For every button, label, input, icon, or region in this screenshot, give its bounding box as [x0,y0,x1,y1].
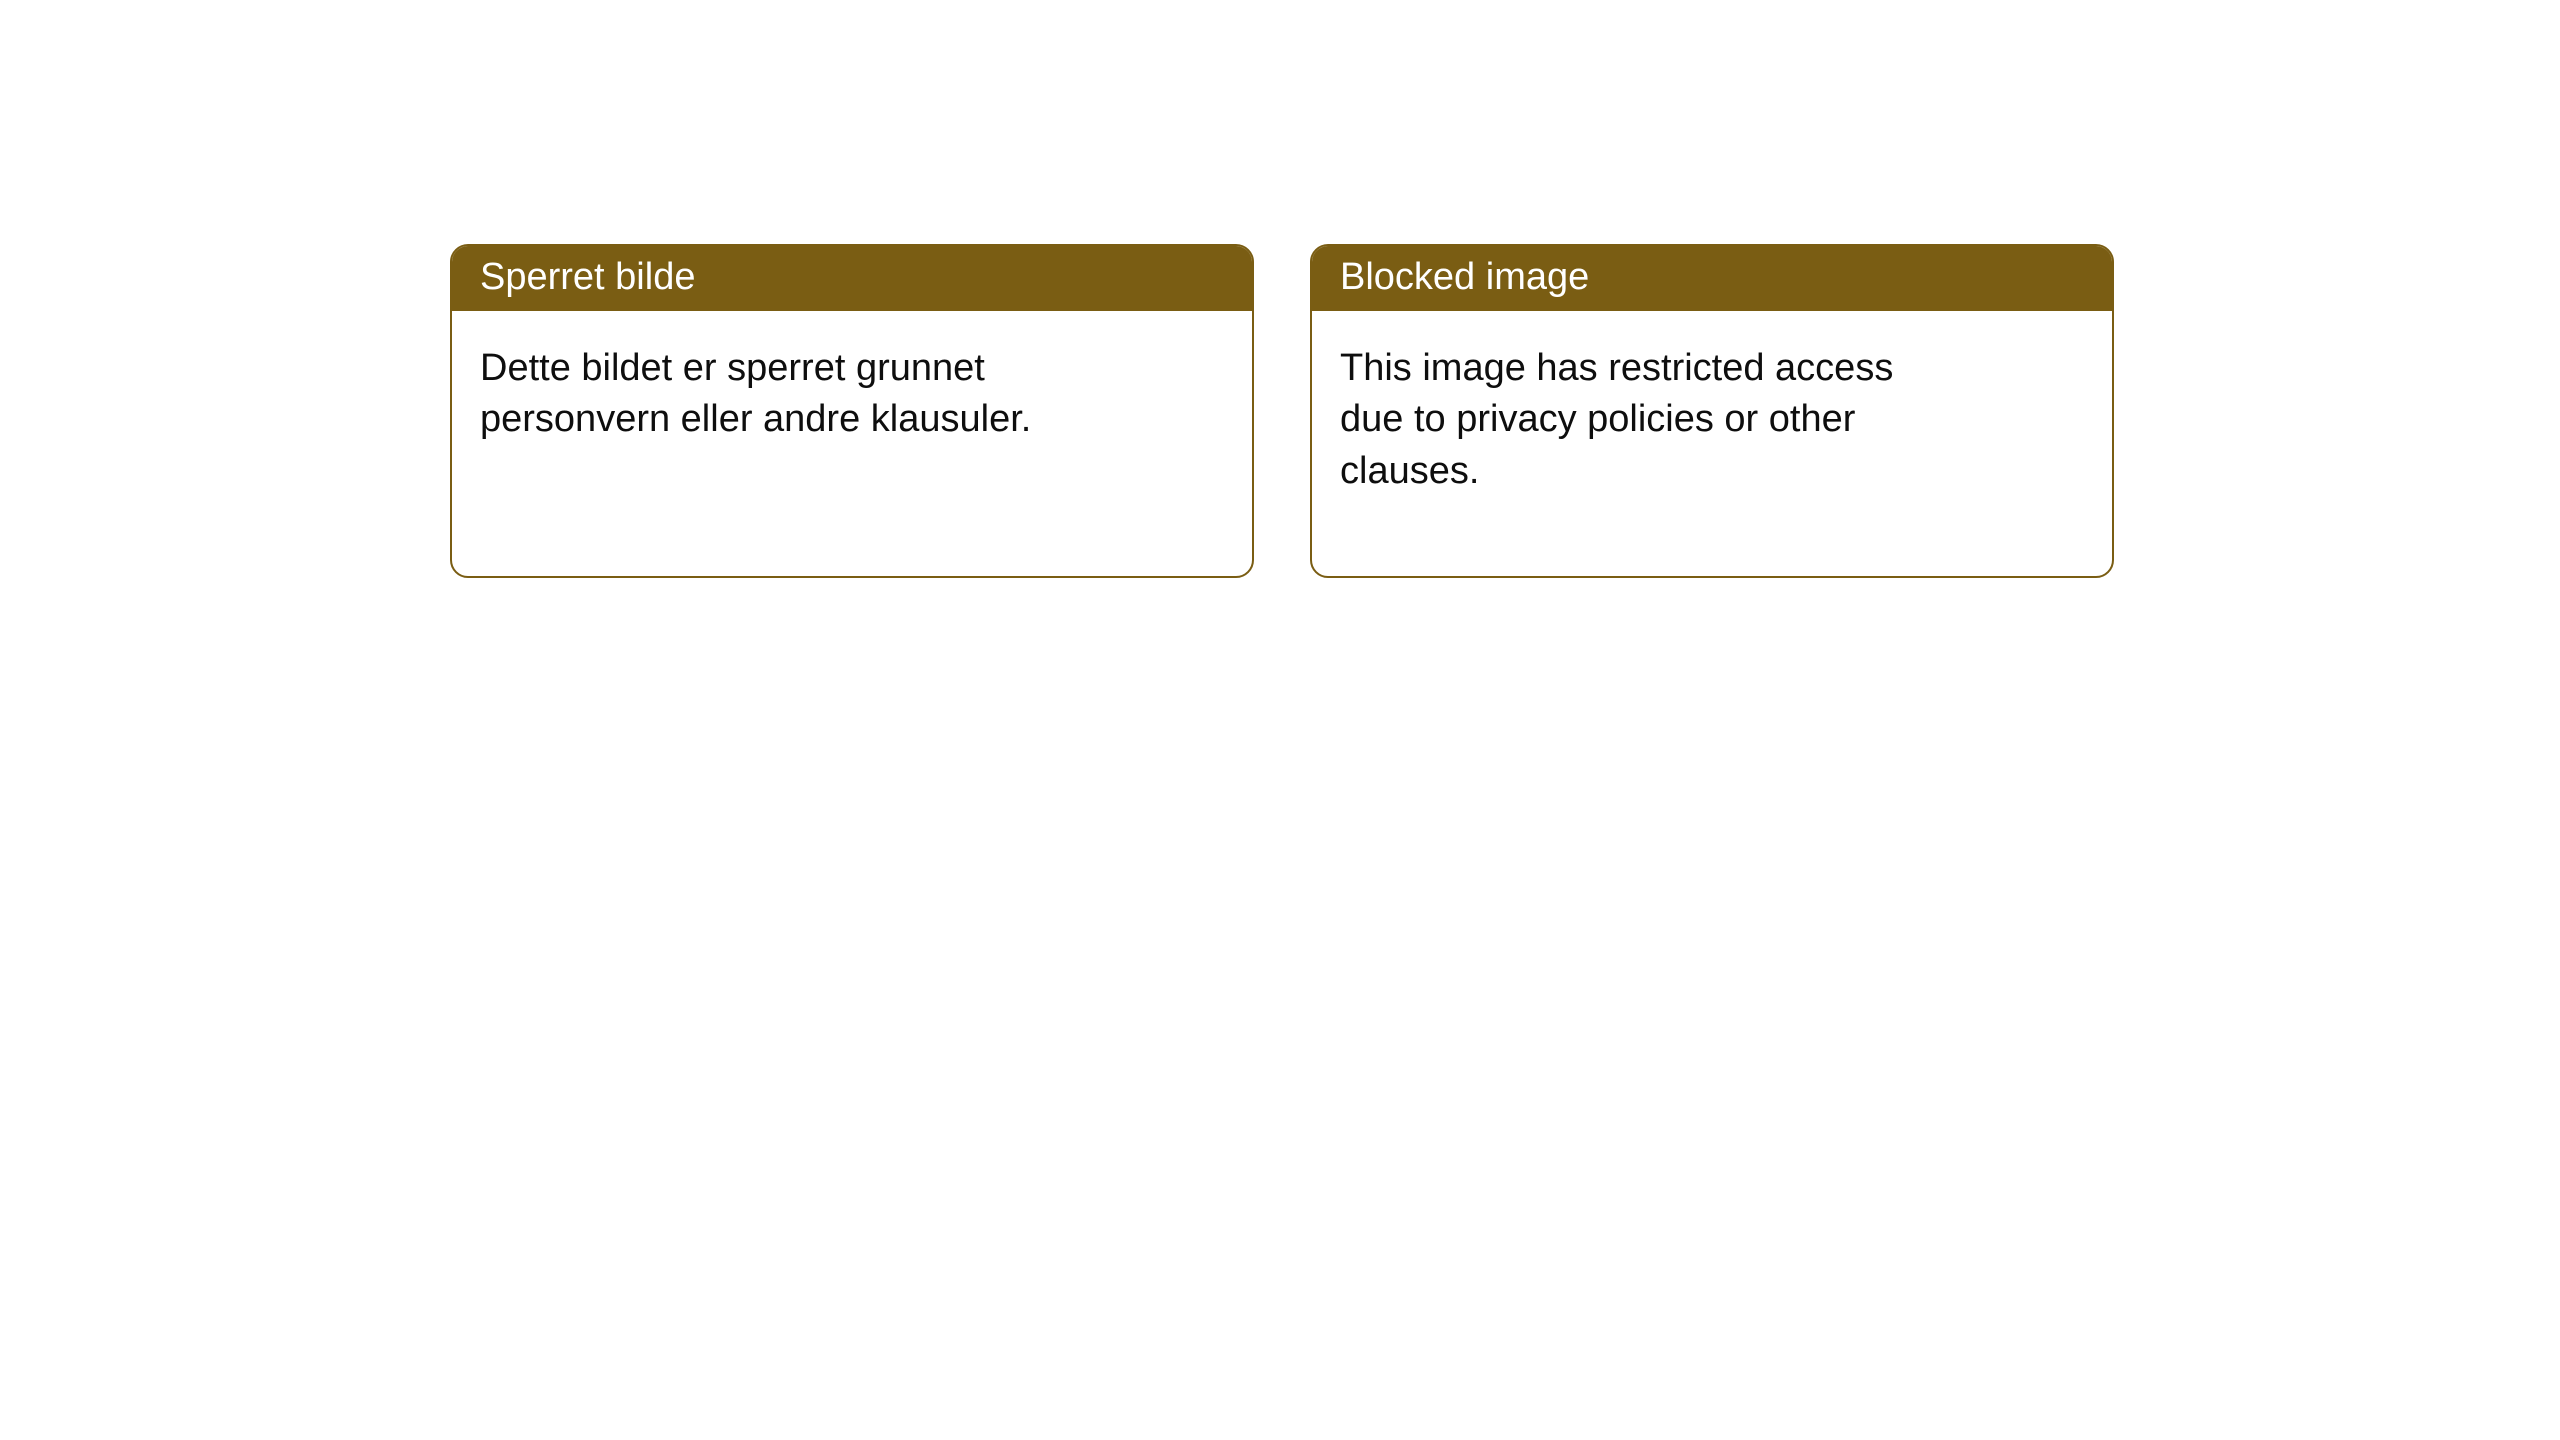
notice-card-english: Blocked image This image has restricted … [1310,244,2114,578]
notice-card-norwegian: Sperret bilde Dette bildet er sperret gr… [450,244,1254,578]
card-body-text: This image has restricted access due to … [1340,347,1893,492]
card-title: Sperret bilde [480,256,695,298]
card-body-text: Dette bildet er sperret grunnet personve… [480,347,1031,440]
card-header: Sperret bilde [452,246,1252,311]
card-body: This image has restricted access due to … [1312,311,1992,529]
card-title: Blocked image [1340,256,1589,298]
card-body: Dette bildet er sperret grunnet personve… [452,311,1132,478]
card-header: Blocked image [1312,246,2112,311]
notice-container: Sperret bilde Dette bildet er sperret gr… [450,244,2114,578]
